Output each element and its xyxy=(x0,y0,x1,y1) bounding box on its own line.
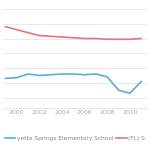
Legend: yette Springs Elementary School, (FL) S: yette Springs Elementary School, (FL) S xyxy=(3,134,147,143)
